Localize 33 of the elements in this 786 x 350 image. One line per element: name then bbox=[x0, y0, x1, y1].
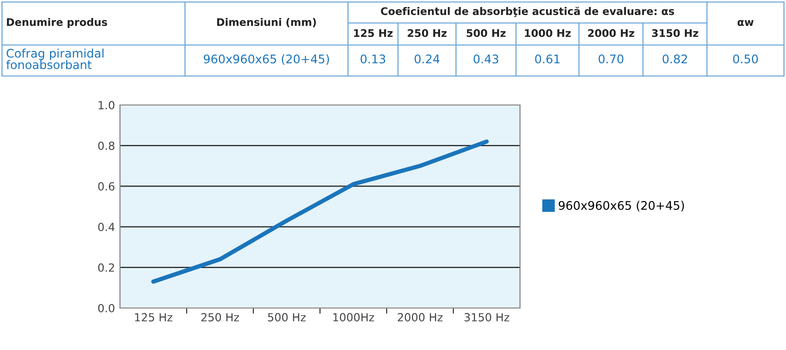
text: 0.50 bbox=[733, 54, 758, 64]
y-tick-label: 0.8 bbox=[98, 142, 114, 150]
text: Coeficientul de absorbţie acustică de evaluare: αs bbox=[380, 6, 674, 17]
text: 2000 Hz bbox=[588, 29, 634, 38]
text: 250 Hz bbox=[408, 29, 447, 38]
text: 1000 Hz bbox=[524, 29, 571, 38]
y-tick-label: 1.0 bbox=[98, 100, 114, 110]
text: 125 Hz bbox=[354, 29, 393, 38]
x-tick-label: 2000 Hz bbox=[398, 313, 443, 322]
y-tick-label: 0.4 bbox=[98, 222, 115, 232]
y-tick-label: 0.2 bbox=[98, 263, 114, 272]
y-tick-label: 0.6 bbox=[98, 182, 114, 191]
text: 0.82 bbox=[662, 54, 687, 64]
text: Dimensiuni (mm) bbox=[217, 18, 316, 28]
text: 0.70 bbox=[598, 54, 624, 64]
text: 0.43 bbox=[474, 54, 498, 64]
text: Cofrag piramidal fonoabsorbant bbox=[6, 48, 104, 70]
y-tick-label: 0.0 bbox=[98, 304, 114, 312]
text: 0.61 bbox=[535, 54, 560, 64]
line-series bbox=[151, 139, 489, 284]
text: 3150 Hz bbox=[652, 29, 698, 38]
text: 500 Hz bbox=[466, 29, 506, 38]
legend-label: 960x960x65 (20+45) bbox=[558, 200, 684, 212]
text: αw bbox=[738, 20, 754, 26]
x-tick-label: 1000Hz bbox=[333, 313, 374, 322]
x-tick-label: 500 Hz bbox=[268, 313, 306, 322]
text: Denumire produs bbox=[6, 18, 108, 28]
x-tick-label: 250 Hz bbox=[201, 313, 239, 322]
x-tick-label: 3150 Hz bbox=[464, 313, 510, 322]
text: 960x960x65 (20+45) bbox=[204, 54, 329, 65]
text: 0.24 bbox=[414, 54, 440, 64]
x-tick-label: 125 Hz bbox=[135, 313, 172, 322]
text: 0.13 bbox=[360, 54, 386, 64]
